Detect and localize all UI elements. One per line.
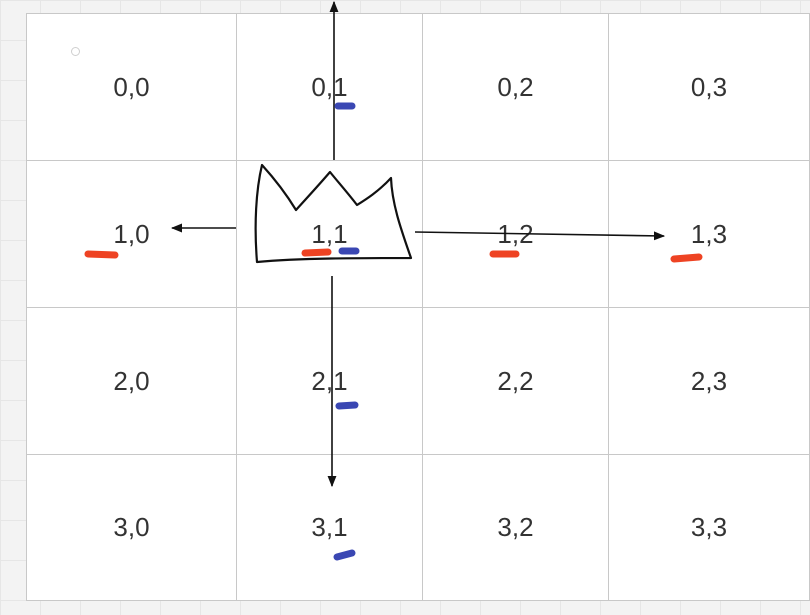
cell-label: 0,3 [690,71,728,102]
grid-cell-3-1: 3,1 [237,455,423,600]
cell-label: 3,0 [113,512,150,542]
cell-label: 0,2 [497,71,534,102]
grid-cell-1-1: 1,1 [237,161,423,308]
cell-label: 1,1 [311,218,348,249]
grid-cell-0-1: 0,1 [237,14,423,161]
grid-cell-0-0: 0,0 [27,14,237,161]
grid-cell-2-0: 2,0 [27,308,237,455]
cell-label: 2,3 [690,365,728,396]
grid-board: 0,0 0,1 0,2 0,3 1,0 1,1 1,2 1,3 2,0 2,1 … [26,13,810,601]
cell-label: 1,3 [690,218,728,249]
cell-label: 2,1 [311,365,348,396]
grid-cell-3-0: 3,0 [27,455,237,600]
cell-label: 3,3 [690,512,728,542]
grid-cell-1-3: 1,3 [609,161,809,308]
cell-label: 3,1 [311,512,348,542]
grid-cell-1-2: 1,2 [423,161,609,308]
grid-cell-3-2: 3,2 [423,455,609,600]
grid-cell-0-3: 0,3 [609,14,809,161]
grid-cell-3-3: 3,3 [609,455,809,600]
cell-label: 1,0 [113,218,150,249]
cell-label: 2,2 [497,365,534,396]
cell-label: 3,2 [497,512,534,542]
grid-cell-2-1: 2,1 [237,308,423,455]
cell-label: 0,0 [113,71,150,102]
grid-cell-0-2: 0,2 [423,14,609,161]
cell-label: 1,2 [497,218,534,249]
grid-cell-1-0: 1,0 [27,161,237,308]
grid-cell-2-3: 2,3 [609,308,809,455]
grid-cell-2-2: 2,2 [423,308,609,455]
anchor-handle[interactable] [71,47,80,56]
cell-label: 2,0 [113,365,150,396]
cell-label: 0,1 [311,71,348,102]
